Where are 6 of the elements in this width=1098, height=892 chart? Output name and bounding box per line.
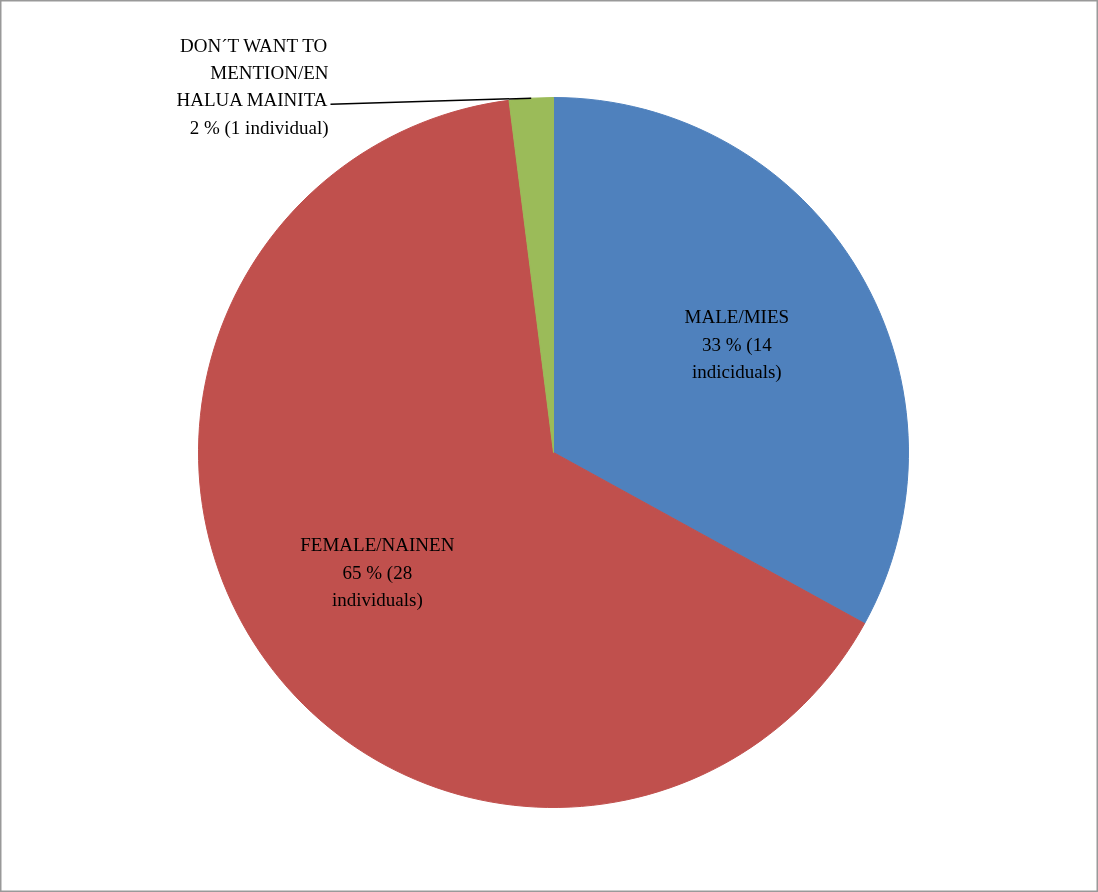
data-label: 33 % (14 indiciduals)	[691, 333, 782, 383]
slice-label: FEMALE/NAINEN	[300, 534, 455, 556]
slice-label: MALE/MIES	[684, 306, 790, 328]
data-label: 65 % (28 individuals)	[331, 561, 423, 612]
data-label: 2 % (1 individual)	[189, 116, 329, 139]
slice-label: DON´T WANT TO MENTION/EN HALUA MAINITA	[176, 34, 329, 111]
